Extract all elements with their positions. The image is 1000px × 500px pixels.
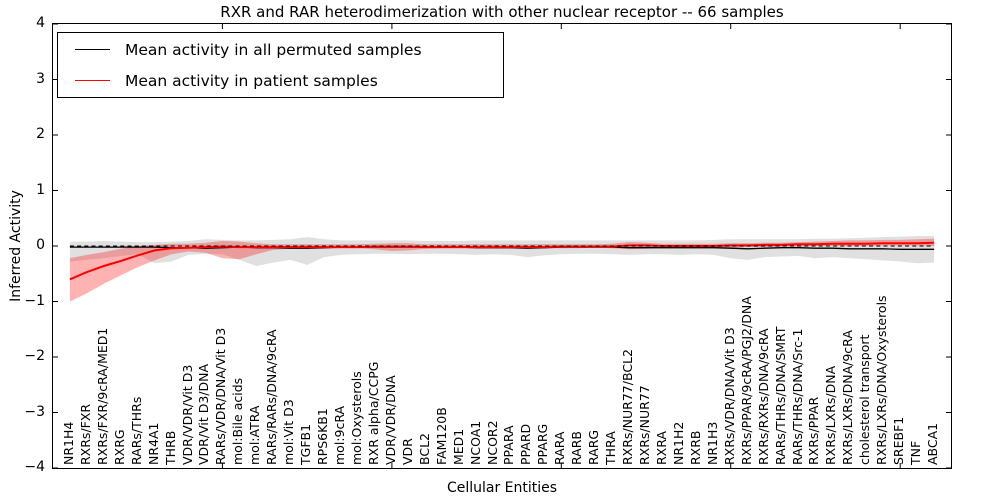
x-tick-label: RXR alpha/CCPG [365,361,381,465]
x-tick-label: RPS6KB1 [315,408,331,465]
y-tick-label: 3 [36,70,45,87]
y-tick-label: −1 [24,292,45,309]
x-tick-label: MED1 [450,428,466,465]
x-tick-label: ABCA1 [925,422,941,465]
x-tick-label: RXRs/PPAR [806,396,822,465]
patient-mean-line [69,241,935,281]
y-tick-label: −4 [24,459,45,475]
y-tick-label: −3 [24,403,45,420]
x-tick-label: RARG [586,429,602,465]
y-tick-label: 0 [36,237,45,253]
x-tick-label: TNF [908,440,924,465]
x-tick-label: RXRs/LXRs/DNA [823,365,839,465]
x-tick-label: RXRs/NUR77 [637,385,653,465]
x-axis-title: Cellular Entities [446,480,558,496]
x-tick-label: NR1H4 [60,421,76,465]
y-tick-label: 1 [36,181,45,198]
x-tick-label: mol:Bile acids [230,377,246,465]
plot-canvas [53,24,951,468]
permuted-line-sample-icon [75,49,110,50]
y-tick-label: 2 [36,126,45,142]
x-tick-label: PPARD [518,423,534,465]
x-tick-label: NR1H2 [670,421,686,465]
x-tick-label: NR4A1 [145,422,161,466]
x-tick-label: RXRs/LXRs/DNA/9cRA [840,330,856,465]
legend-item-patient: Mean activity in patient samples [58,65,503,96]
x-tick-label: VDR/VDR/Vit D3 [179,364,195,465]
x-tick-label: VDR [399,438,415,465]
legend: Mean activity in all permuted samples Me… [57,32,504,98]
x-tick-label: RXRs/LXRs/DNA/Oxysterols [874,295,890,465]
x-tick-label: cholesterol transport [857,334,873,465]
x-tick-label: SREBF1 [891,416,907,465]
x-tick-label: NR1H3 [704,421,720,465]
patient-line-sample-icon [75,80,110,81]
x-tick-label: mol:Oxysterols [348,371,364,465]
x-tick-label: PPARG [535,423,551,465]
x-tick-label: RXRs/FXR [77,403,93,465]
legend-label-patient: Mean activity in patient samples [125,71,378,90]
x-tick-label: RARs/THRs [128,396,144,465]
x-tick-label: RARs/RARs/DNA/9cRA [264,329,280,465]
x-tick-label: TGFB1 [298,423,314,465]
x-tick-label: RXRs/NUR77/BCL2 [620,349,636,465]
x-tick-label: RXRA [653,431,669,465]
x-tick-label: RXRG [111,429,127,465]
x-tick-label: THRB [162,430,178,465]
x-tick-label: THRA [603,431,619,465]
x-tick-label: PPARA [501,425,517,465]
x-tick-label: RARA [552,431,568,465]
x-tick-label: RXRs/PPAR/9cRA/PGJ2/DNA [738,296,754,465]
x-tick-label: RARs/VDR/DNA/Vit D3 [213,327,229,465]
x-tick-label: RARB [569,431,585,465]
y-tick-label: 4 [36,15,45,31]
x-tick-label: mol:ATRA [247,405,263,465]
x-tick-label: RXRs/RXRs/DNA/9cRA [755,328,771,465]
y-tick-label: −2 [24,348,45,364]
x-tick-label: BCL2 [416,432,432,465]
x-tick-label: mol:9cRA [332,405,348,465]
x-tick-label: RXRB [687,430,703,465]
legend-label-permuted: Mean activity in all permuted samples [125,40,422,59]
patient-confidence-band [69,238,935,302]
permuted-confidence-band [69,236,935,266]
x-tick-label: RXRs/FXR/9cRA/MED1 [94,327,110,465]
x-tick-label: VDR/VDR/DNA [382,375,398,465]
x-tick-label: RARs/THRs/DNA/SMRT [772,326,788,465]
x-tick-label: NCOA1 [467,420,483,465]
axis-ticks [53,24,951,468]
x-tick-label: RARs/THRs/DNA/Src-1 [789,328,805,465]
x-tick-label: VDR/Vit D3/DNA [196,363,212,465]
x-tick-label: mol:Vit D3 [281,399,297,465]
x-tick-label: RXRs/VDR/DNA/Vit D3 [721,327,737,465]
x-tick-label: NCOR2 [484,420,500,465]
legend-item-permuted: Mean activity in all permuted samples [58,34,503,65]
x-tick-label: FAM120B [433,407,449,465]
chart-title: RXR and RAR heterodimerization with othe… [220,3,784,21]
